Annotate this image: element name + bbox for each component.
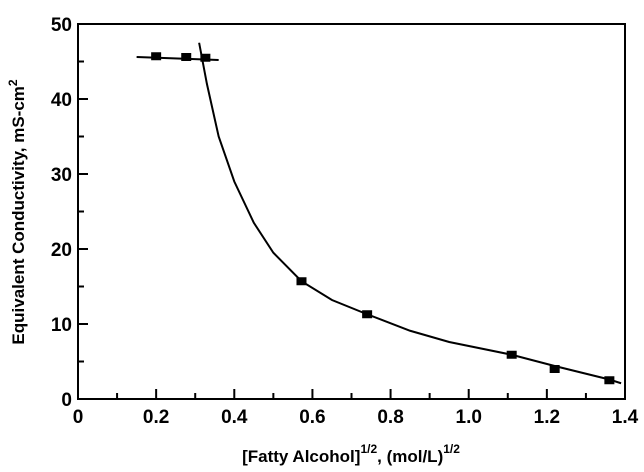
y-tick-label: 50 bbox=[51, 15, 72, 36]
data-point bbox=[200, 53, 211, 62]
x-tick-label: 1.2 bbox=[534, 407, 560, 428]
x-tick-label: 0 bbox=[73, 407, 84, 428]
x-tick-label: 0.6 bbox=[299, 407, 325, 428]
data-point bbox=[296, 277, 307, 286]
x-label-part: [Fatty Alcohol] bbox=[242, 447, 360, 466]
data-point bbox=[506, 350, 517, 359]
data-point bbox=[362, 310, 373, 319]
data-point bbox=[549, 365, 560, 373]
y-tick-label: 20 bbox=[51, 240, 72, 261]
data-point bbox=[604, 376, 615, 385]
y-tick-label: 10 bbox=[51, 315, 72, 336]
y-axis-label: Equivalent Conductivity, mS-cm2 bbox=[6, 79, 28, 345]
x-tick-label: 0.4 bbox=[221, 407, 248, 428]
y-tick-label: 0 bbox=[61, 390, 72, 411]
x-tick-label: 1.0 bbox=[456, 407, 482, 428]
x-label-sup: 1/2 bbox=[443, 442, 460, 456]
x-axis-label: [Fatty Alcohol]1/2, (mol/L)1/2 bbox=[242, 442, 460, 466]
x-label-sup: 1/2 bbox=[360, 442, 377, 456]
plot-frame bbox=[77, 23, 626, 400]
y-label-part: Equivalent Conductivity, mS-cm bbox=[9, 86, 28, 345]
data-point bbox=[151, 52, 162, 61]
fit-line bbox=[198, 42, 622, 385]
x-tick-label: 0.8 bbox=[377, 407, 403, 428]
data-point bbox=[181, 53, 192, 61]
y-tick-label: 40 bbox=[51, 90, 72, 111]
y-tick-label: 30 bbox=[51, 165, 72, 186]
x-tick-label: 0.2 bbox=[143, 407, 169, 428]
x-tick-label: 1.4 bbox=[612, 407, 639, 428]
y-label-sup: 2 bbox=[6, 79, 20, 86]
x-label-part: , (mol/L) bbox=[377, 447, 443, 466]
